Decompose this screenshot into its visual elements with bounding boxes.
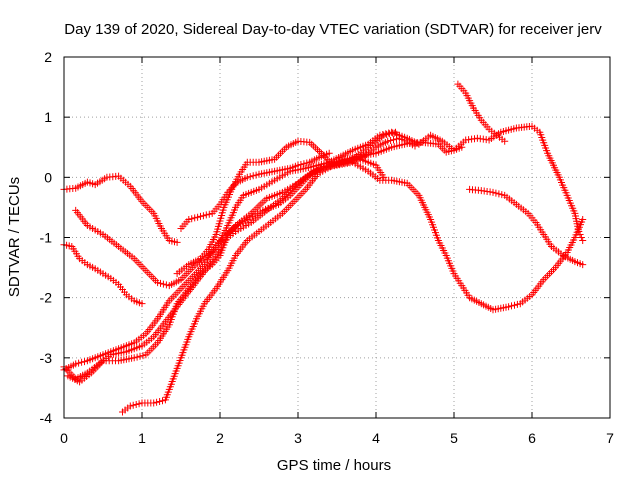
series-markers (119, 134, 419, 416)
series-markers (60, 172, 181, 246)
series-track-6 (119, 134, 419, 416)
axis-ticks (63, 56, 611, 419)
x-tick-label: 3 (294, 430, 302, 446)
x-tick-label: 6 (528, 430, 536, 446)
series-markers (466, 185, 587, 269)
series-markers (72, 138, 466, 290)
x-tick-label: 5 (450, 430, 458, 446)
x-tick-label: 4 (372, 430, 380, 446)
series-track-9 (177, 149, 333, 232)
series-markers (454, 80, 509, 145)
series-markers (177, 149, 333, 232)
y-axis-label: SDTVAR / TECUs (6, 177, 23, 297)
x-tick-label: 0 (60, 430, 68, 446)
y-tick-label: 1 (44, 109, 52, 125)
series-markers (64, 158, 587, 386)
y-tick-label: 2 (44, 49, 52, 65)
series-markers (60, 155, 388, 383)
y-tick-label: 0 (44, 169, 52, 185)
x-tick-labels: 0 1 2 3 4 5 6 7 (60, 430, 614, 446)
series-track-11 (466, 185, 587, 269)
y-tick-label: -2 (40, 290, 53, 306)
y-tick-label: -1 (40, 230, 53, 246)
series-track-4 (60, 122, 587, 374)
series-track-5 (64, 158, 587, 386)
y-tick-label: -3 (40, 350, 53, 366)
x-axis-label: GPS time / hours (277, 457, 391, 474)
y-tick-label: -4 (40, 410, 53, 426)
grid (64, 57, 610, 418)
series-markers (60, 122, 587, 374)
x-tick-label: 7 (606, 430, 614, 446)
series-track-1 (60, 172, 181, 246)
x-tick-label: 1 (138, 430, 146, 446)
series-track-7 (60, 155, 388, 383)
x-tick-label: 2 (216, 430, 224, 446)
y-tick-labels: -4 -3 -2 -1 0 1 2 (40, 49, 53, 426)
series-track-3 (72, 138, 466, 290)
chart-title: Day 139 of 2020, Sidereal Day-to-day VTE… (64, 21, 602, 38)
series-track-10 (454, 80, 509, 145)
data-points (60, 80, 587, 416)
